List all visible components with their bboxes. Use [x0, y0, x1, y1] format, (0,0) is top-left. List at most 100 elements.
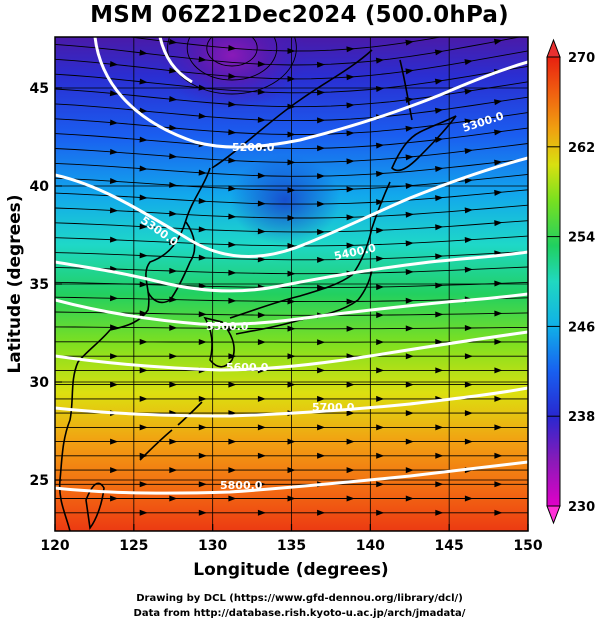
flow-arrow — [139, 165, 148, 172]
flow-arrow — [464, 410, 473, 417]
colorbar-tick-label: 270 — [568, 51, 595, 66]
flow-arrow — [435, 282, 444, 289]
flow-arrow — [139, 310, 148, 317]
flow-arrow — [464, 438, 473, 445]
colorbar: 230 238 246 254 262 270 — [546, 38, 595, 525]
flow-arrow — [494, 99, 503, 106]
flow-arrow — [317, 256, 326, 263]
coast-ryukyu — [139, 401, 203, 461]
flow-arrow — [169, 267, 178, 274]
flow-arrow — [257, 481, 266, 488]
flow-arrow — [228, 73, 237, 80]
flow-arrow — [169, 96, 178, 102]
coast-sakhalin — [399, 59, 413, 121]
contour-5400 — [55, 250, 528, 293]
lat-tick-label: 40 — [30, 179, 50, 195]
flow-arrow — [346, 214, 355, 221]
flow-arrow — [493, 38, 503, 45]
flow-arrow — [139, 367, 148, 374]
flow-arrow — [287, 353, 296, 360]
flow-arrow — [169, 210, 178, 217]
flow-arrow — [317, 117, 326, 124]
flow-arrow — [287, 131, 296, 138]
colorbar-tick-label: 246 — [568, 320, 595, 335]
flow-arrow — [139, 338, 148, 345]
streamline — [55, 37, 523, 66]
lon-tick-label: 135 — [277, 538, 306, 554]
flow-arrow — [110, 467, 119, 474]
flow-arrow — [228, 467, 237, 474]
flow-arrow — [169, 381, 178, 388]
lon-tick-label: 145 — [435, 538, 464, 554]
flow-arrow — [464, 59, 473, 66]
colorbar-tick-label: 230 — [568, 500, 595, 515]
flow-arrow — [494, 481, 503, 488]
streamline — [55, 220, 528, 233]
flow-arrow — [405, 68, 414, 75]
flow-arrow — [110, 353, 119, 360]
flow-arrow — [228, 129, 237, 136]
colorbar-tick-label: 254 — [568, 231, 595, 246]
flow-arrow — [317, 509, 326, 516]
flow-arrow — [139, 49, 148, 56]
streamline — [55, 127, 528, 149]
flow-arrow — [405, 467, 414, 474]
flow-arrow — [405, 381, 414, 388]
flow-arrow — [228, 495, 237, 502]
flow-arrow — [317, 424, 326, 431]
flow-arrow — [435, 424, 444, 431]
flow-arrow — [317, 367, 326, 374]
flow-arrow — [287, 298, 296, 305]
flow-arrow — [494, 452, 503, 459]
flow-arrow — [169, 495, 178, 502]
contour-5500 — [55, 292, 528, 327]
flow-arrow — [228, 325, 237, 332]
flow-arrow — [376, 199, 385, 206]
flow-arrow — [110, 438, 119, 445]
flow-arrow — [494, 367, 503, 374]
flow-arrow — [375, 57, 385, 64]
flow-arrow — [376, 452, 385, 459]
flow-arrow — [317, 284, 326, 291]
flow-arrow — [257, 424, 266, 431]
flow-arrow — [317, 173, 326, 180]
credit-drawing: Drawing by DCL (https://www.gfd-dennou.o… — [136, 593, 463, 604]
flow-arrow — [257, 172, 266, 179]
flow-arrow — [139, 395, 148, 402]
flow-arrow — [198, 424, 207, 431]
flow-arrow — [287, 467, 296, 474]
flow-arrow — [376, 424, 385, 431]
x-axis-title: Longitude (degrees) — [193, 560, 388, 580]
flow-arrow — [110, 381, 119, 388]
flow-arrow — [435, 367, 444, 374]
flow-arrow — [346, 74, 355, 81]
colorbar-tick-label: 238 — [568, 410, 595, 425]
flow-arrow — [376, 481, 385, 488]
flow-arrow — [346, 495, 355, 502]
flow-arrow — [228, 157, 237, 164]
flow-arrow — [435, 509, 444, 516]
flow-arrow — [435, 195, 444, 202]
flow-arrow — [228, 213, 237, 220]
flow-arrow — [346, 438, 355, 445]
flow-arrow — [198, 395, 207, 402]
flow-arrow — [405, 240, 414, 247]
flow-arrow — [109, 207, 119, 214]
flow-arrow — [287, 242, 296, 249]
flow-arrow — [317, 201, 326, 208]
colorbar-top-triangle — [546, 38, 561, 58]
flow-arrow — [464, 381, 473, 388]
flow-arrow — [405, 183, 414, 190]
flow-arrow — [287, 495, 296, 502]
contour-label-5800: 5800.0 — [220, 479, 263, 492]
lon-tick-label: 130 — [198, 538, 227, 554]
flow-arrow — [464, 28, 473, 35]
flow-arrow — [494, 280, 503, 287]
contour-5200-a — [93, 37, 528, 149]
flow-arrow — [169, 324, 178, 331]
flow-arrow — [435, 452, 444, 459]
flow-arrow — [376, 509, 385, 516]
flow-arrow — [109, 148, 119, 155]
lon-tick-label: 125 — [119, 538, 148, 554]
